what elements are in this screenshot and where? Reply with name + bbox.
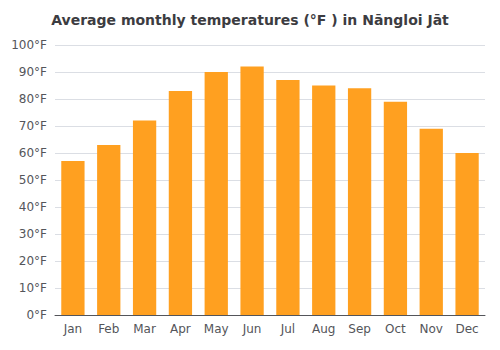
svg-text:80°F: 80°F	[19, 92, 47, 106]
svg-text:Nov: Nov	[420, 322, 443, 336]
svg-text:Average monthly temperatures (: Average monthly temperatures (°F ) in Nā…	[51, 12, 449, 28]
svg-text:Apr: Apr	[170, 322, 191, 336]
svg-text:May: May	[204, 322, 229, 336]
svg-text:50°F: 50°F	[19, 173, 47, 187]
svg-text:Jan: Jan	[63, 322, 83, 336]
svg-text:Feb: Feb	[98, 322, 119, 336]
svg-text:Jun: Jun	[242, 322, 262, 336]
svg-text:Mar: Mar	[133, 322, 156, 336]
svg-text:Dec: Dec	[455, 322, 478, 336]
svg-text:70°F: 70°F	[19, 119, 47, 133]
svg-text:10°F: 10°F	[19, 281, 47, 295]
svg-text:Oct: Oct	[385, 322, 406, 336]
svg-text:60°F: 60°F	[19, 146, 47, 160]
svg-text:Jul: Jul	[280, 322, 295, 336]
svg-text:90°F: 90°F	[19, 65, 47, 79]
svg-text:0°F: 0°F	[26, 308, 47, 322]
svg-text:100°F: 100°F	[11, 38, 47, 52]
svg-text:30°F: 30°F	[19, 227, 47, 241]
svg-text:Sep: Sep	[348, 322, 371, 336]
svg-text:40°F: 40°F	[19, 200, 47, 214]
svg-text:Aug: Aug	[312, 322, 335, 336]
svg-text:20°F: 20°F	[19, 254, 47, 268]
